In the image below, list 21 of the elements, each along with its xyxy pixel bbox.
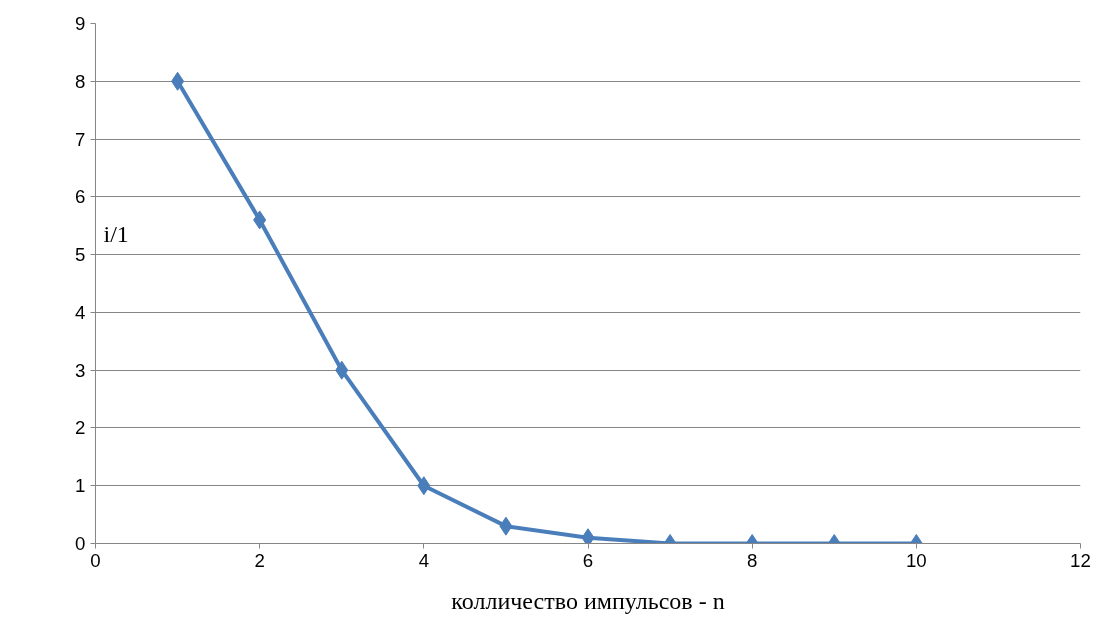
y-tick-label: 7 (75, 128, 86, 150)
y-axis-title: i/1 (103, 220, 129, 247)
y-tick-label: 3 (75, 359, 86, 381)
point (253, 210, 267, 230)
y-tick-label: 8 (75, 70, 86, 92)
x-tick-label: 6 (582, 549, 594, 571)
x-tick-label: 8 (746, 549, 758, 571)
x-tick-label: 0 (90, 549, 101, 571)
x-tick-label: 2 (254, 549, 265, 571)
y-tick-label: 1 (75, 475, 86, 497)
y-tick-label: 6 (75, 186, 86, 208)
y-tick-label: 9 (75, 13, 86, 34)
x-tick-label: 12 (1070, 549, 1091, 571)
point (171, 71, 185, 91)
y-tick-label: 5 (75, 244, 86, 266)
y-tick-label: 0 (75, 533, 86, 554)
x-axis-title: колличество импульсов - n (451, 587, 725, 614)
x-tick-label: 10 (905, 549, 927, 571)
x-tick-label: 4 (418, 549, 430, 571)
y-tick-label: 4 (75, 301, 86, 323)
y-tick-label: 2 (75, 417, 86, 439)
